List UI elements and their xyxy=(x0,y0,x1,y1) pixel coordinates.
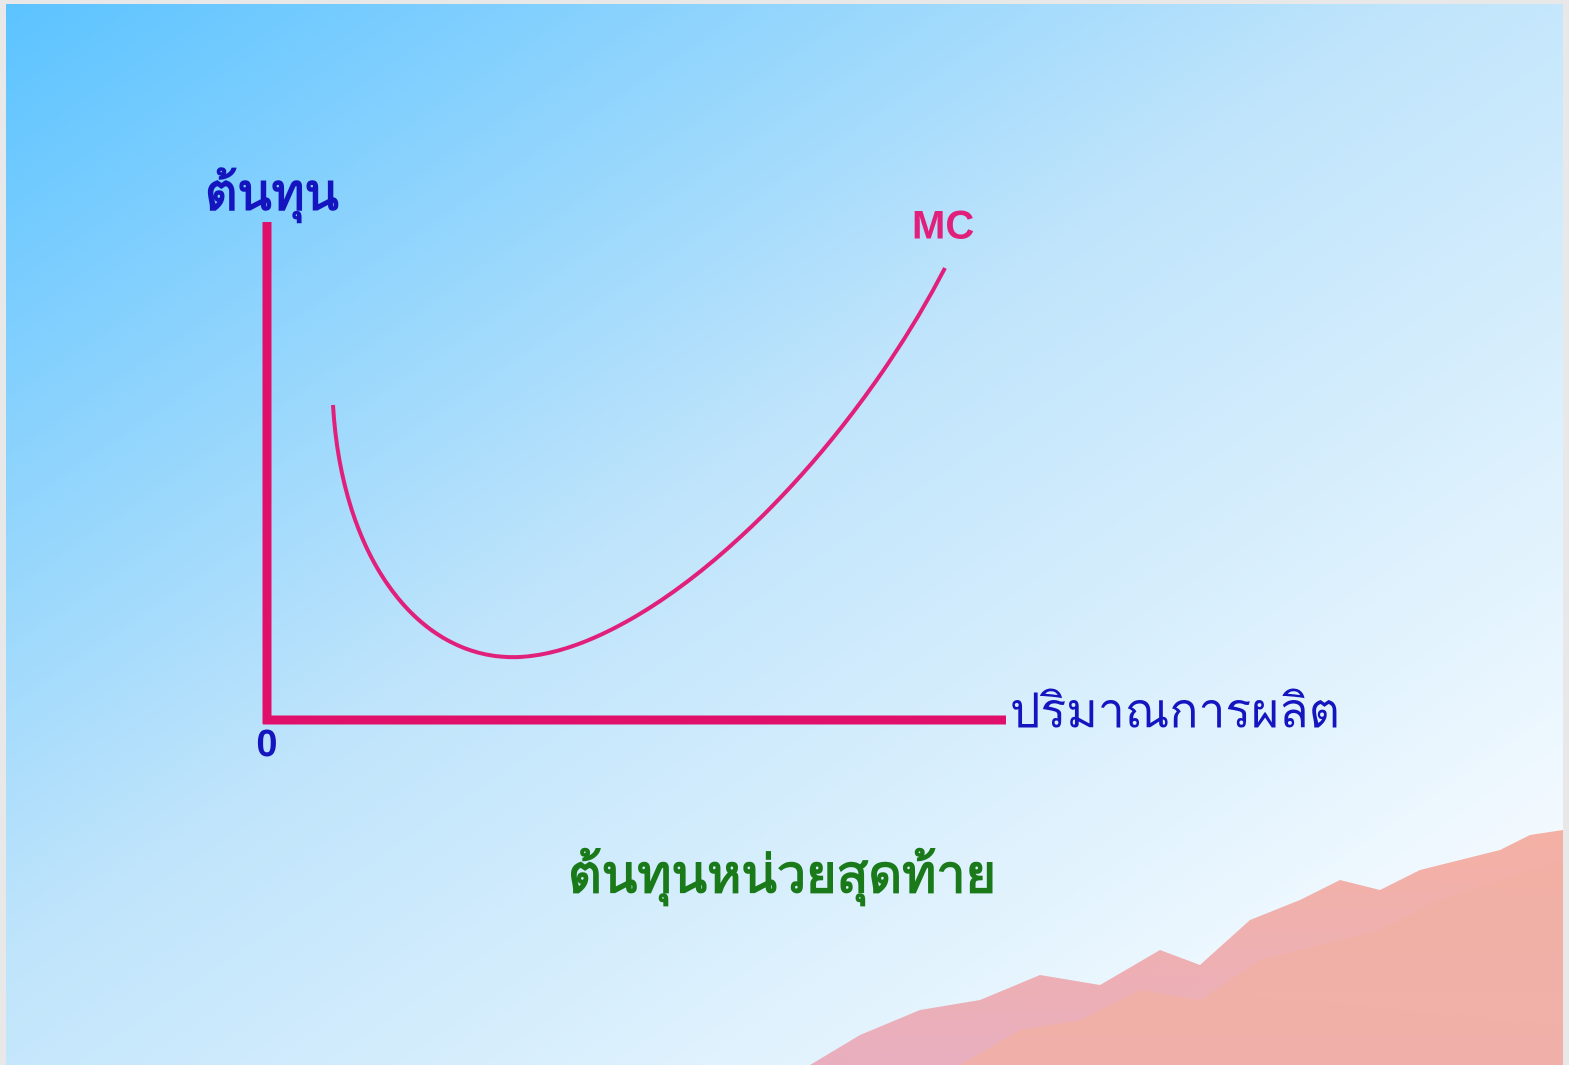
x-axis-label: ปริมาณการผลิต xyxy=(1010,683,1340,739)
origin-label: 0 xyxy=(256,723,277,765)
mc-curve xyxy=(331,267,947,660)
y-axis-label: ต้นทุน xyxy=(205,164,339,224)
mountains-front xyxy=(960,860,1563,1065)
caption: ต้นทุนหน่วยสุดท้าย xyxy=(568,845,996,907)
curve-label: MC xyxy=(912,204,974,248)
